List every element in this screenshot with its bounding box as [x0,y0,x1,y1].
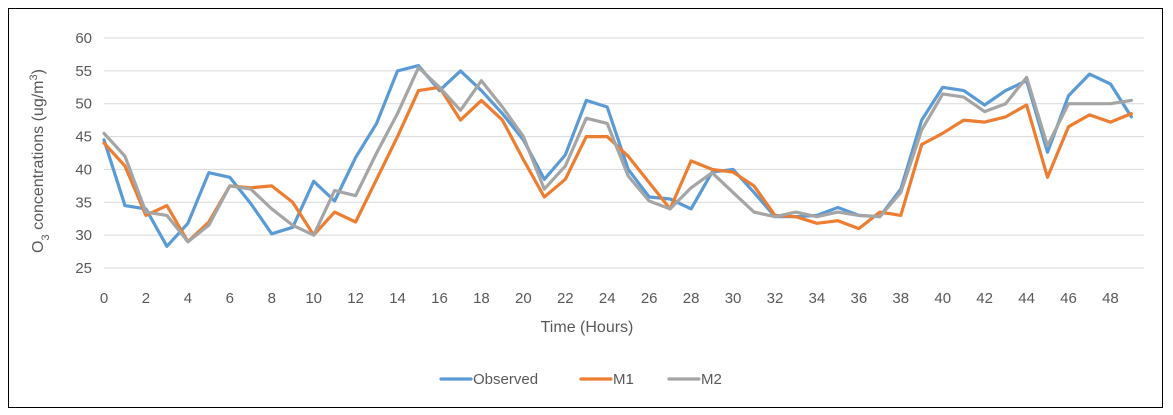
x-tick-label: 14 [389,290,406,307]
y-axis-title: O3 concentrations (ug/m3) [28,69,52,253]
y-axis-title-subscript: 3 [40,234,52,240]
x-tick-label: 24 [599,290,616,307]
x-tick-label: 2 [142,290,150,307]
x-tick-label: 42 [976,290,993,307]
x-tick-label: 4 [184,290,192,307]
x-tick-label: 12 [347,290,364,307]
gridlines [104,37,1144,269]
legend: Observed M1 M2 [439,371,722,388]
x-tick-label: 48 [1102,290,1119,307]
series-line-observed [102,63,1134,248]
y-axis-title-superscript: 3 [28,74,40,80]
x-tick-label: 0 [100,290,108,307]
y-tick-label: 60 [75,30,92,47]
y-tick-label: 40 [75,161,92,178]
x-tick-label: 20 [515,290,532,307]
x-tick-label: 30 [725,290,742,307]
x-tick-label: 44 [1018,290,1035,307]
y-tick-label: 45 [75,129,92,146]
y-tick-label: 35 [75,194,92,211]
x-tick-label: 40 [934,290,951,307]
x-tick-label: 34 [809,290,826,307]
x-tick-label: 26 [641,290,658,307]
y-tick-label: 25 [75,260,92,277]
x-tick-label: 10 [305,290,322,307]
x-tick-label: 18 [473,290,490,307]
chart-area: 25 30 35 40 45 50 55 60 0 2 4 6 8 10 12 14 16 18 20 22 24 26… [8,8,1163,408]
y-axis-title-main: O [30,240,47,252]
series-lines [102,63,1134,248]
y-tick-label: 50 [75,96,92,113]
y-axis-title-rest: concentrations (ug/m [30,81,47,235]
legend-label-m2: M2 [701,371,722,388]
y-tick-label: 55 [75,63,92,80]
x-tick-label: 38 [892,290,909,307]
x-tick-label: 32 [767,290,784,307]
x-axis-title: Time (Hours) [541,319,634,336]
x-tick-label: 6 [226,290,234,307]
y-tick-label: 30 [75,227,92,244]
x-axis-ticks: 0 2 4 6 8 10 12 14 16 18 20 22 24 26 28 30 32 34 36 38 40 42 4… [100,290,1119,307]
series-line-m2 [102,65,1134,244]
x-tick-label: 22 [557,290,574,307]
x-tick-label: 36 [850,290,867,307]
y-axis-ticks: 25 30 35 40 45 50 55 60 [75,30,92,277]
x-tick-label: 46 [1060,290,1077,307]
series-line-m1 [102,85,1134,244]
legend-label-observed: Observed [473,371,538,388]
y-axis-title-end: ) [30,69,47,74]
x-tick-label: 8 [268,290,276,307]
x-tick-label: 16 [431,290,448,307]
legend-label-m1: M1 [613,371,634,388]
x-tick-label: 28 [683,290,700,307]
